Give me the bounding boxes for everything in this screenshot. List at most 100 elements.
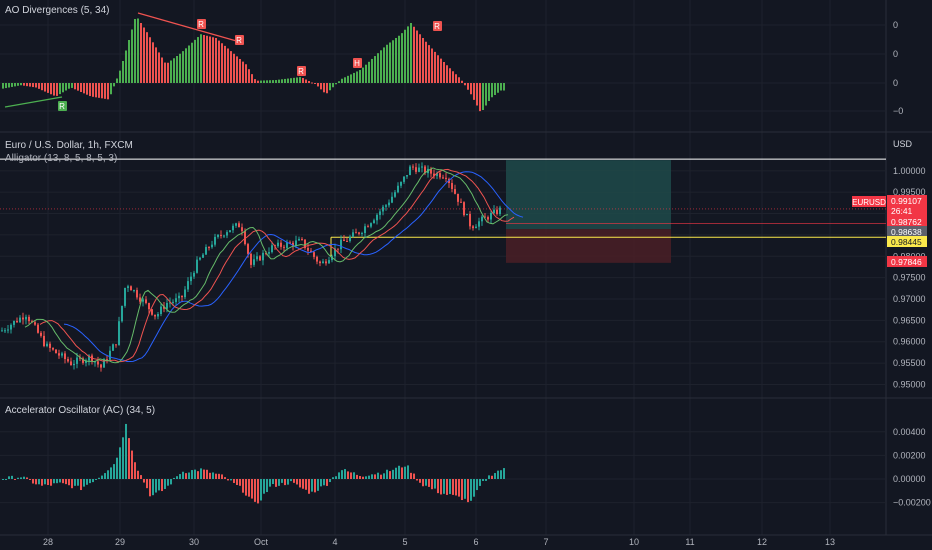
ac-bar — [386, 469, 388, 479]
candle — [169, 302, 171, 304]
candle — [229, 230, 231, 233]
price-tick-label: 1.00000 — [893, 166, 926, 176]
ao-bar — [203, 35, 205, 83]
candle — [76, 357, 78, 364]
candle — [289, 242, 291, 244]
stop-zone — [506, 229, 671, 263]
candle — [487, 217, 489, 220]
ac-bar — [419, 479, 421, 483]
candle — [217, 234, 219, 237]
ac-bar — [26, 477, 28, 479]
ao-bar — [83, 83, 85, 94]
ac-bar — [425, 479, 427, 486]
candle — [247, 244, 249, 254]
candle — [187, 281, 189, 290]
ao-bar — [305, 79, 307, 83]
price-tag — [887, 195, 927, 206]
ac-bar — [65, 479, 67, 485]
ac-bar — [47, 479, 49, 486]
ac-bar — [482, 479, 484, 482]
ac-bar — [8, 476, 10, 479]
candle — [439, 173, 441, 178]
x-axis-label: 12 — [757, 537, 767, 547]
candle — [259, 256, 261, 261]
ao-bar — [149, 37, 151, 83]
ao-bar — [77, 83, 79, 91]
ao-marker-label: R — [236, 36, 242, 45]
ac-bar — [143, 479, 145, 483]
ao-bar — [68, 83, 70, 89]
price-tick-label: 0.95000 — [893, 379, 926, 389]
ac-bar — [170, 479, 172, 485]
candle — [499, 207, 501, 215]
ac-bar — [161, 479, 163, 492]
price-tag-label: 0.98445 — [891, 237, 922, 247]
currency-label: USD — [893, 139, 913, 149]
ao-bar — [392, 40, 394, 83]
ac-bar — [83, 479, 85, 487]
ao-bar — [11, 83, 13, 87]
candle — [223, 235, 225, 237]
ao-bar — [269, 80, 271, 83]
ac-bar — [116, 457, 118, 479]
ac-bar — [77, 479, 79, 486]
candle — [349, 236, 351, 242]
price-tag — [887, 226, 927, 237]
candle — [295, 240, 297, 246]
candle — [322, 261, 324, 264]
ao-bar — [422, 38, 424, 83]
candle — [298, 238, 300, 241]
ac-bar — [158, 479, 160, 491]
ac-bar — [242, 479, 244, 493]
candle — [220, 234, 222, 236]
ao-marker — [297, 66, 306, 76]
price-tag-label: 26:41 — [891, 206, 913, 216]
ao-bar — [233, 53, 235, 83]
ac-bar — [107, 470, 109, 479]
candle — [292, 242, 294, 246]
candle — [490, 212, 492, 220]
candle — [232, 225, 234, 231]
ao-bar — [161, 57, 163, 83]
ao-bar — [476, 83, 478, 106]
candle — [286, 242, 288, 248]
ao-bar — [152, 42, 154, 83]
ac-bar — [335, 476, 337, 479]
candle — [103, 359, 105, 368]
ao-bar — [329, 83, 331, 91]
candle — [88, 355, 90, 361]
ac-bar — [392, 469, 394, 479]
ac-bar — [5, 479, 7, 480]
ao-bar — [482, 83, 484, 110]
ao-bar — [236, 56, 238, 83]
ac-bar — [299, 479, 301, 488]
ao-bar — [344, 77, 346, 83]
ao-bar — [323, 83, 325, 93]
ao-bar — [254, 79, 256, 83]
ac-bar — [389, 471, 391, 479]
ao-bar — [470, 83, 472, 95]
ao-bar — [458, 77, 460, 83]
candle — [115, 344, 117, 346]
ac-bar — [407, 465, 409, 479]
ao-bar — [143, 27, 145, 83]
ac-bar — [437, 479, 439, 494]
ac-bar — [287, 479, 289, 485]
ao-bar — [443, 62, 445, 83]
ao-bar — [350, 74, 352, 83]
ao-marker — [58, 101, 67, 111]
candle — [22, 317, 24, 320]
ao-bar — [503, 83, 505, 91]
ac-bar — [2, 479, 4, 480]
ac-bar — [374, 474, 376, 479]
ac-bar — [377, 472, 379, 479]
candle — [154, 314, 156, 317]
ao-bar — [317, 83, 319, 87]
ao-bar — [155, 47, 157, 83]
ac-bar — [125, 423, 127, 479]
ao-bar — [146, 32, 148, 83]
ao-bar — [110, 83, 112, 95]
alligator-teeth — [39, 168, 515, 363]
ao-bar — [92, 83, 94, 97]
